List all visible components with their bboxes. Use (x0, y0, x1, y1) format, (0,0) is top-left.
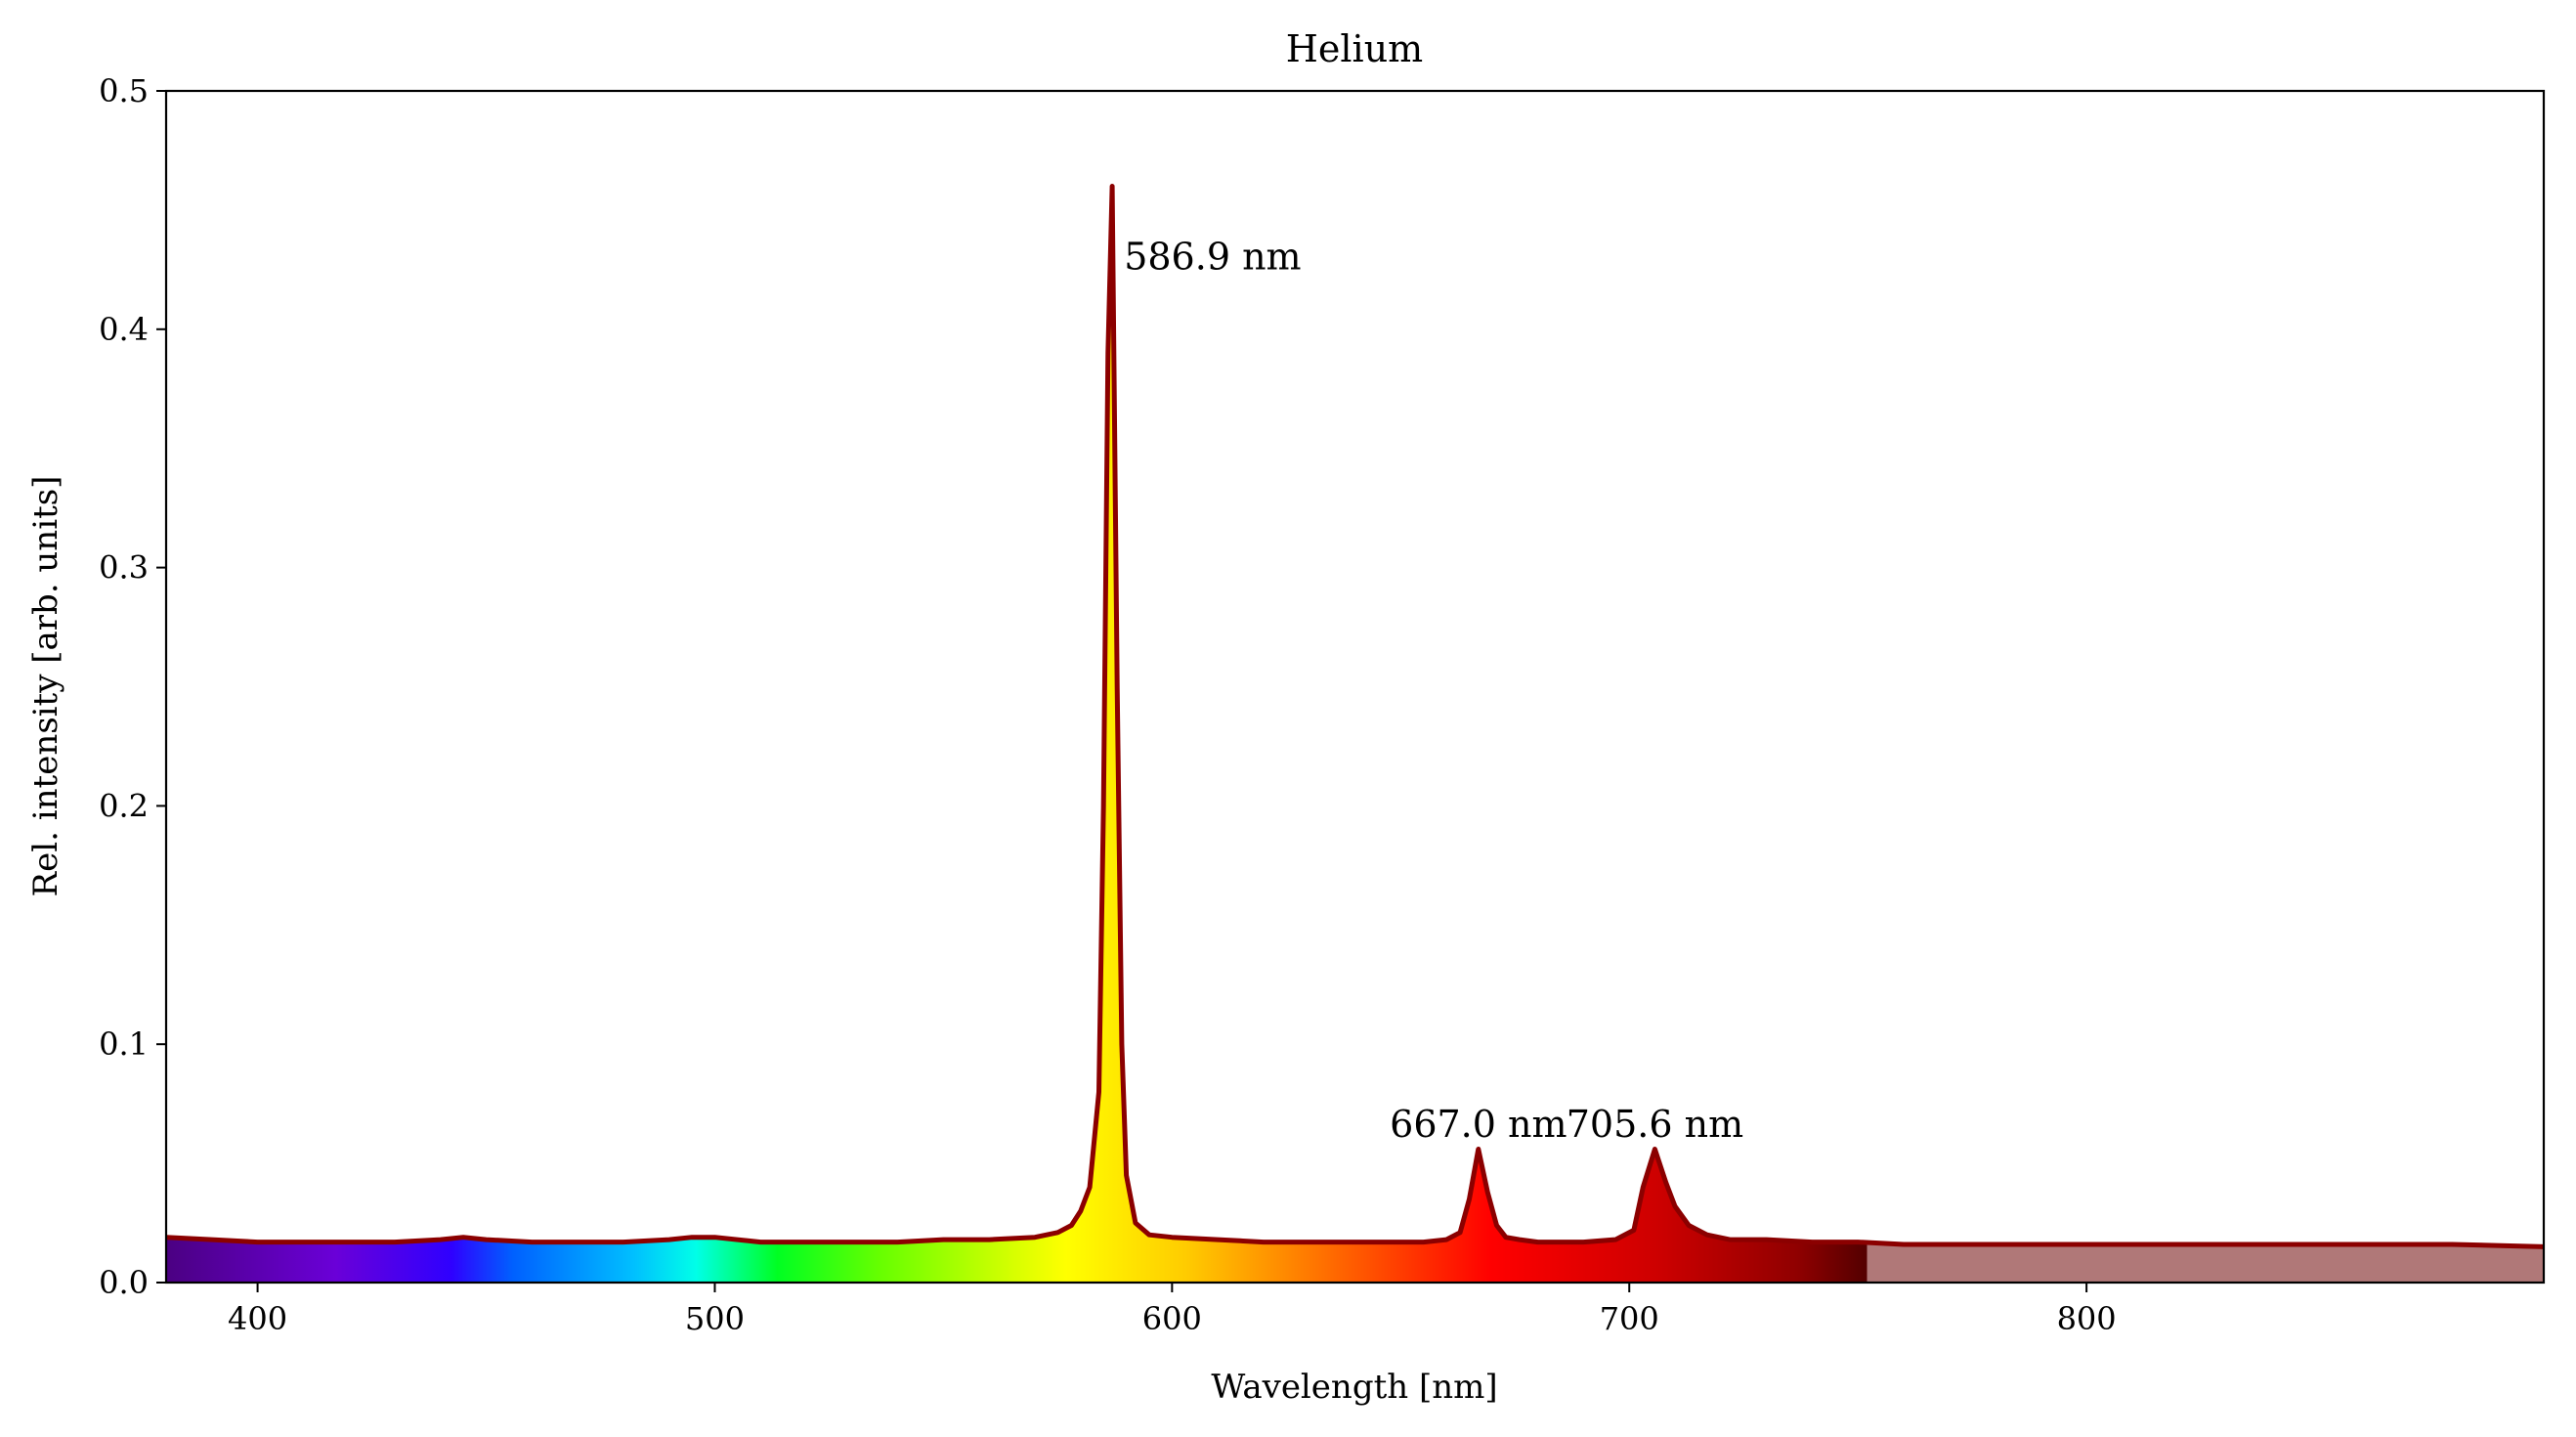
peak-label: 705.6 nm (1567, 1103, 1743, 1146)
x-tick-label: 600 (1142, 1300, 1202, 1337)
y-tick-label: 0.3 (99, 549, 149, 587)
chart-title: Helium (1286, 27, 1423, 70)
x-tick-label: 400 (228, 1300, 287, 1337)
plot-frame (164, 89, 2546, 1285)
visible-spectrum-fill (166, 186, 1868, 1283)
y-tick-label: 0.2 (99, 787, 149, 824)
y-tick-label: 0.5 (99, 72, 149, 109)
x-axis-label: Wavelength [nm] (1211, 1368, 1497, 1407)
y-tick-label: 0.1 (99, 1025, 149, 1063)
peak-annotations: 586.9 nm 667.0 nm 705.6 nm (1124, 236, 1743, 1146)
y-axis: 0.0 0.1 0.2 0.3 0.4 0.5 (99, 72, 166, 1301)
y-axis-label: Rel. intensity [arb. units] (26, 476, 65, 897)
series-line-layer (166, 184, 2544, 1249)
x-axis: 400 500 600 700 800 (228, 1283, 2117, 1337)
y-tick-label: 0.4 (99, 311, 149, 348)
x-tick-label: 800 (2057, 1300, 2117, 1337)
infrared-region-fill (1867, 1242, 2544, 1283)
peak-label: 586.9 nm (1124, 236, 1301, 279)
x-tick-label: 700 (1600, 1300, 1659, 1337)
series-line (166, 184, 2544, 1249)
spectrum-fill-layer (166, 186, 2544, 1283)
y-tick-label: 0.0 (99, 1264, 149, 1301)
peak-label: 667.0 nm (1390, 1103, 1567, 1146)
x-tick-label: 500 (685, 1300, 745, 1337)
